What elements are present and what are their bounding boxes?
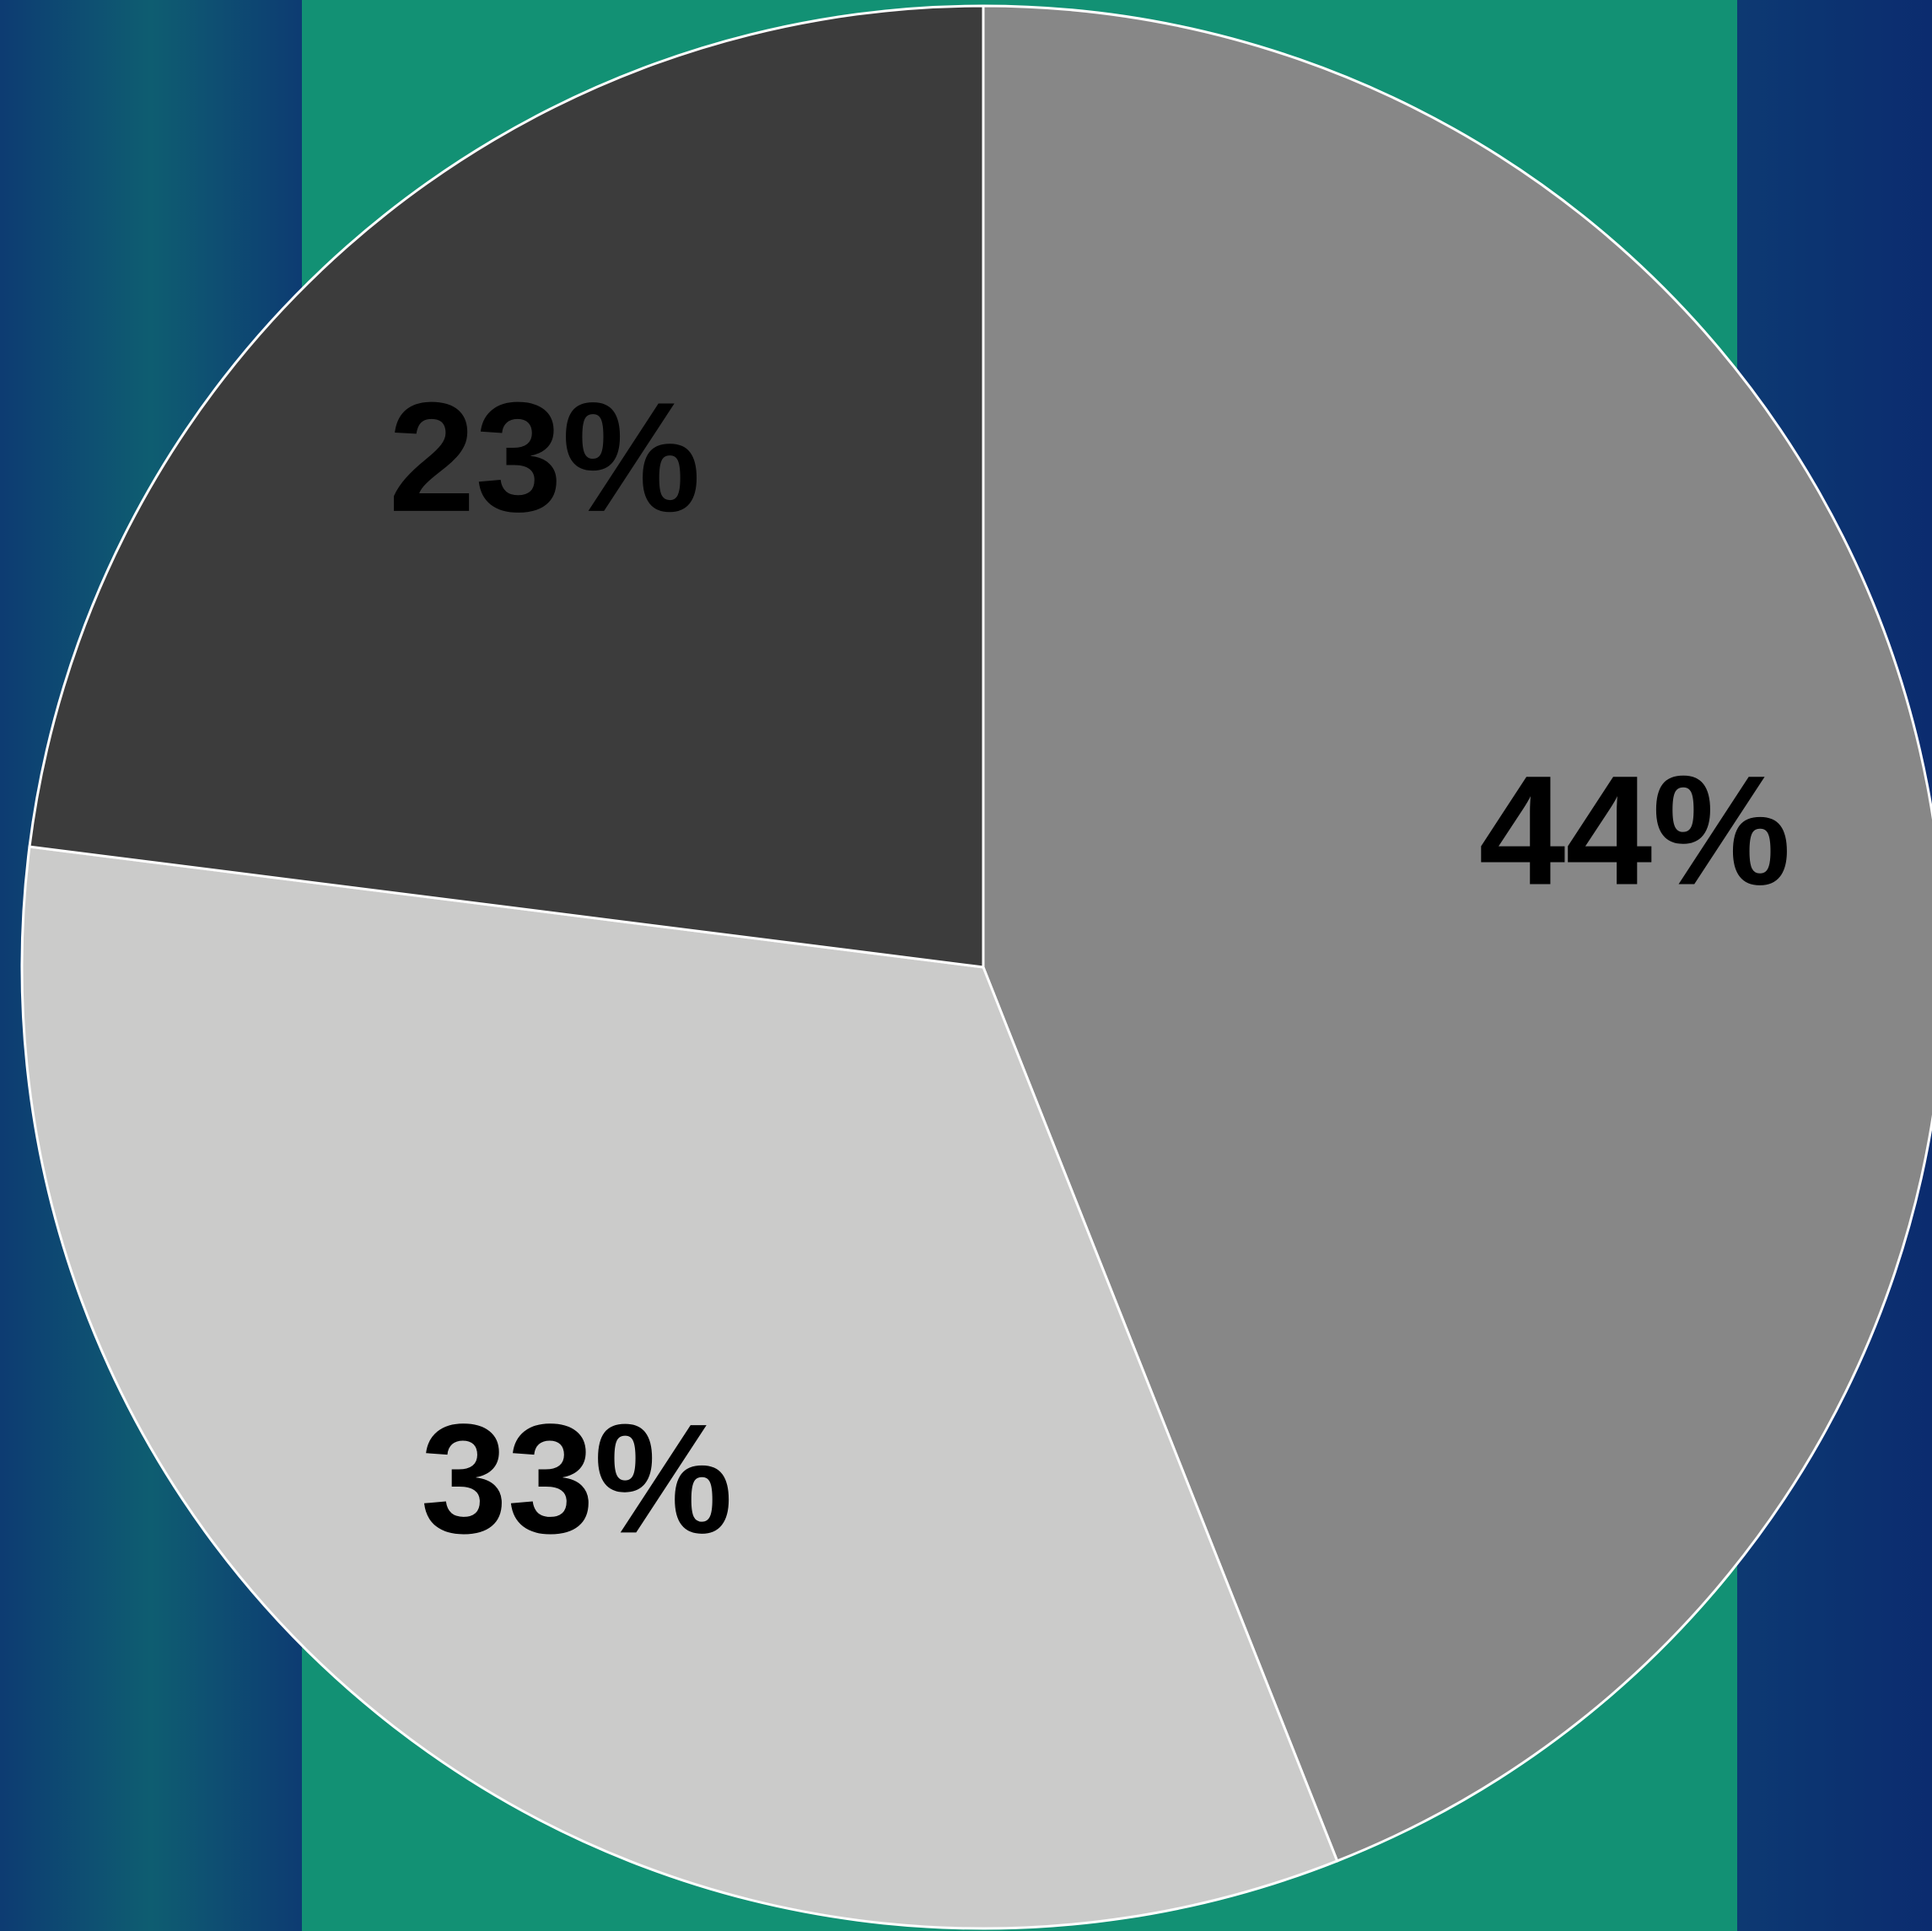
pie-slice [28, 4, 985, 969]
pie-slice [20, 845, 1339, 1930]
pie: 44% 33% 23% [20, 4, 1932, 1930]
data-label: 33% [421, 1392, 733, 1566]
data-label: 23% [389, 371, 701, 545]
pie-slice [982, 4, 1932, 1863]
data-label: 44% [1479, 744, 1791, 917]
